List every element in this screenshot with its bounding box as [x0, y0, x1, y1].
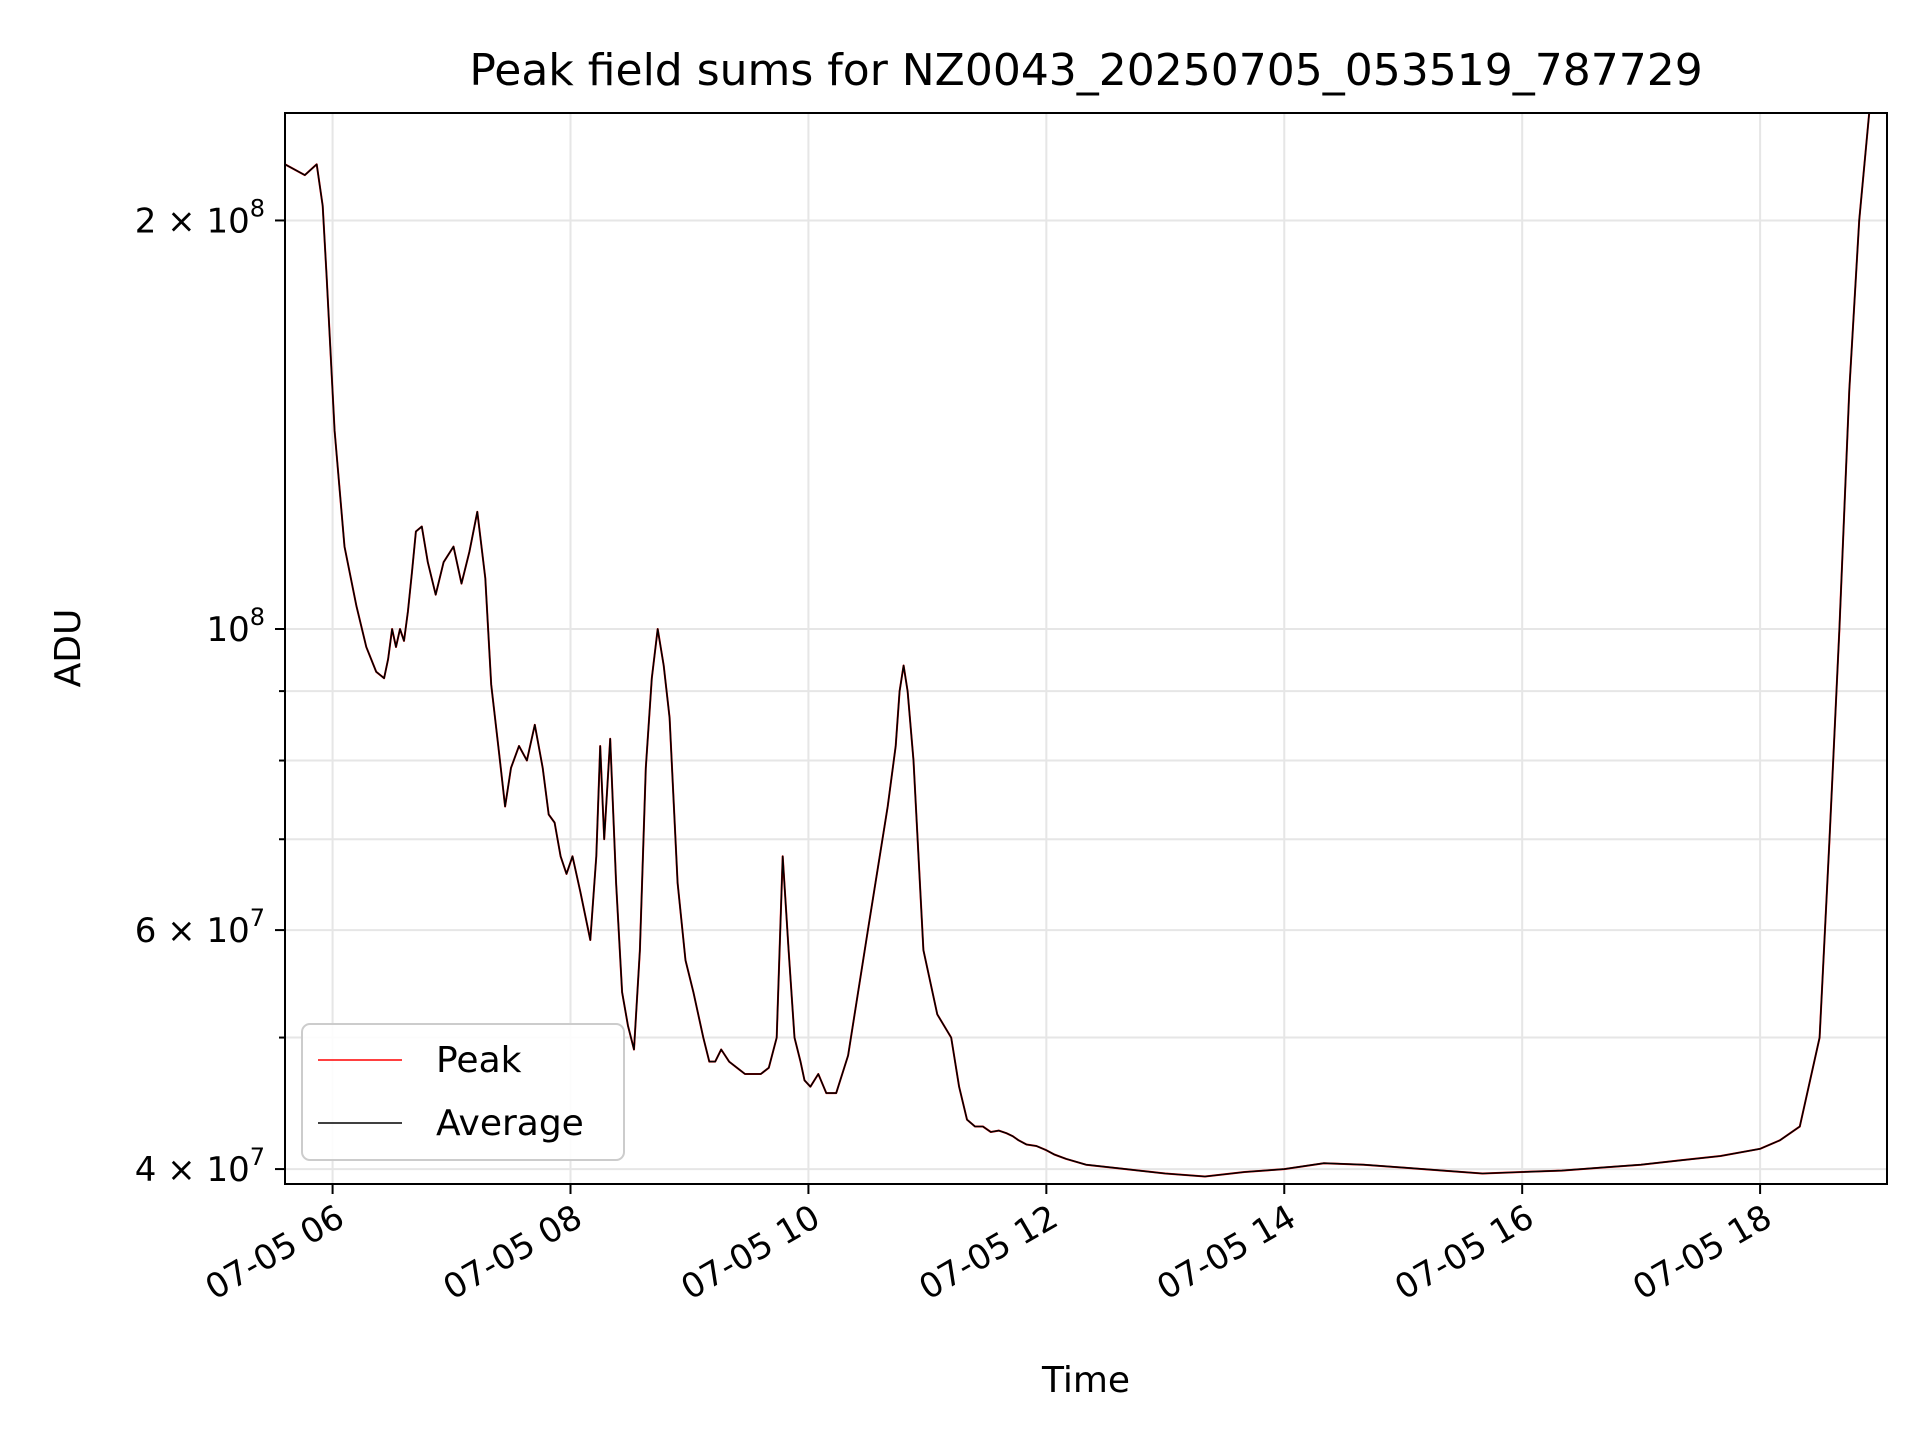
y-axis-label: ADU — [48, 609, 89, 688]
grid — [285, 113, 1887, 1184]
legend-label-peak: Peak — [436, 1040, 522, 1081]
legend-label-average: Average — [436, 1103, 584, 1144]
series-line-average — [285, 113, 1870, 1178]
x-axis-label: Time — [1041, 1360, 1130, 1401]
y-tick-label: 2 × 108 — [135, 194, 265, 241]
y-tick-label: 6 × 107 — [135, 904, 265, 951]
chart-title: Peak field sums for NZ0043_20250705_0535… — [469, 45, 1702, 96]
legend-box — [301, 1023, 625, 1161]
y-tick-label: 108 — [206, 603, 265, 650]
series-layer — [285, 113, 1871, 1178]
legend: Peak Average — [301, 1023, 625, 1161]
plot-area-frame — [284, 112, 1888, 1185]
y-tick-label: 4 × 107 — [135, 1143, 265, 1190]
